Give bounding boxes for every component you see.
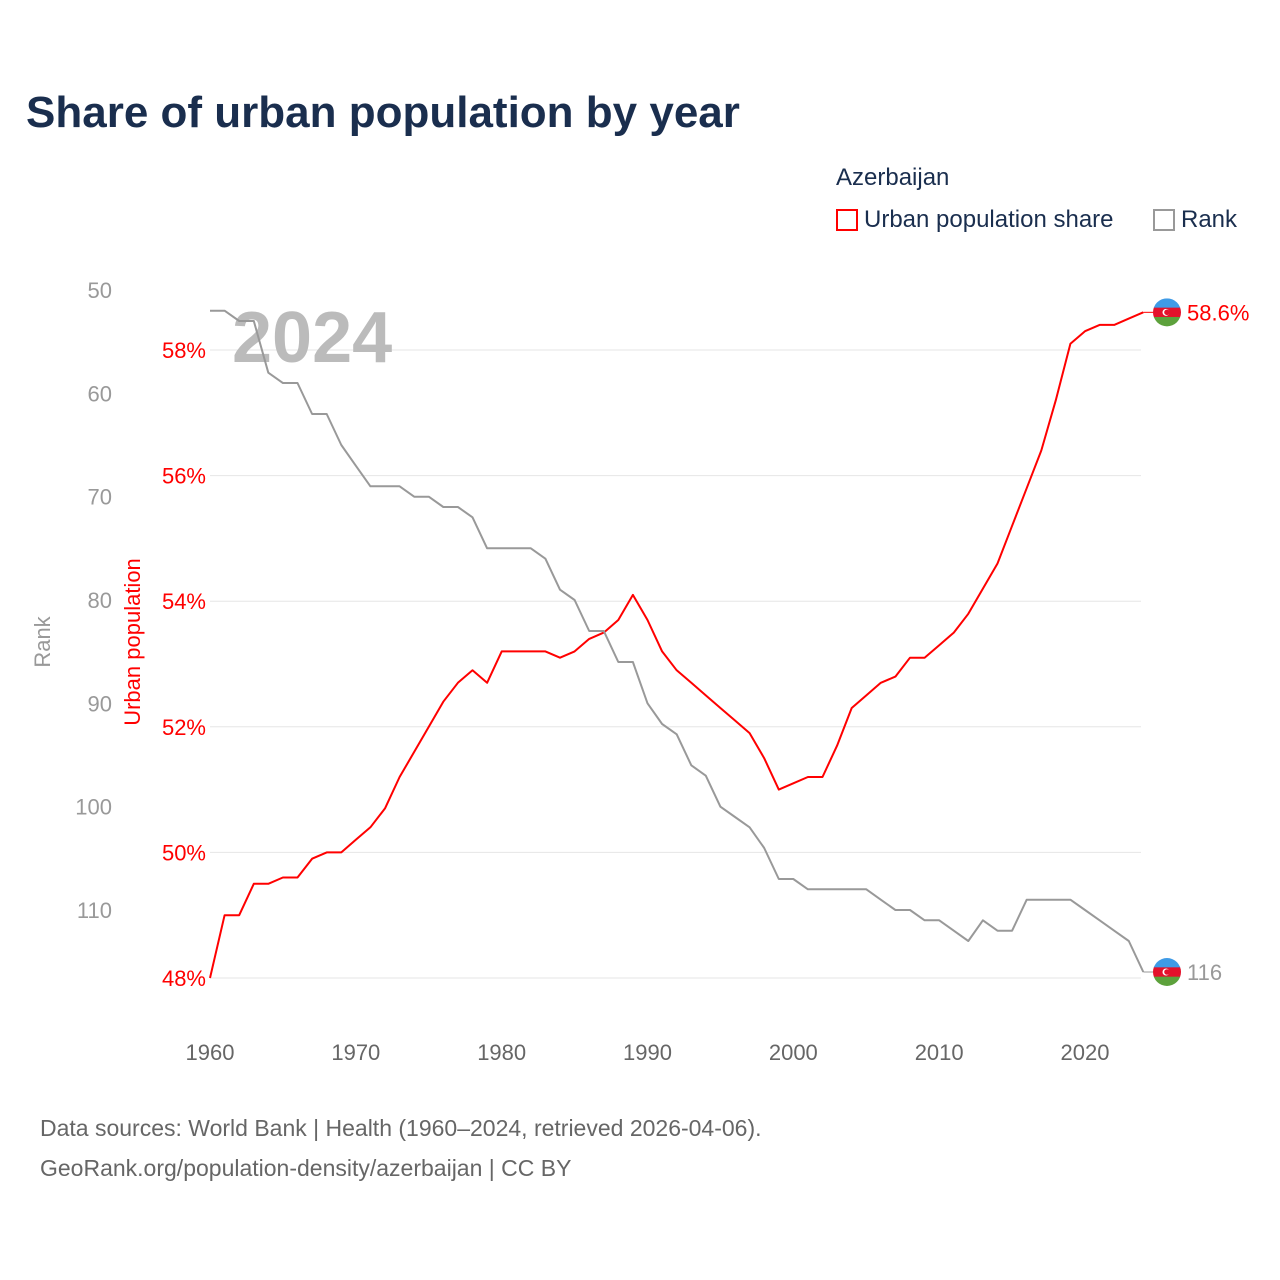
x-tick: 1990 bbox=[623, 1040, 672, 1065]
y-tick-rank: 100 bbox=[75, 795, 112, 820]
y-tick-rank: 90 bbox=[88, 691, 112, 716]
y-axis-label-rank: Rank bbox=[30, 615, 55, 667]
y-tick-urban: 56% bbox=[162, 464, 206, 489]
source-line-2[interactable]: GeoRank.org/population-density/azerbaija… bbox=[40, 1155, 572, 1181]
y-tick-rank: 60 bbox=[88, 381, 112, 406]
y-tick-urban: 52% bbox=[162, 715, 206, 740]
source-note: Data sources: World Bank | Health (1960–… bbox=[40, 1108, 762, 1188]
legend-label-rank: Rank bbox=[1181, 206, 1238, 233]
x-tick: 2000 bbox=[769, 1040, 818, 1065]
y-tick-rank: 110 bbox=[77, 898, 112, 923]
x-tick: 1980 bbox=[477, 1040, 526, 1065]
y-tick-urban: 58% bbox=[162, 338, 206, 363]
azerbaijan-flag-icon bbox=[1153, 958, 1181, 986]
end-label-rank: 116 bbox=[1187, 960, 1222, 985]
series-line-rank bbox=[210, 309, 1145, 973]
legend-swatch-urban bbox=[836, 209, 858, 231]
x-tick: 2010 bbox=[915, 1040, 964, 1065]
end-label-urban: 58.6% bbox=[1187, 300, 1249, 325]
chart-title: Share of urban population by year bbox=[26, 88, 740, 137]
x-tick: 1970 bbox=[331, 1040, 380, 1065]
series-line-urban bbox=[209, 311, 1144, 979]
x-tick: 1960 bbox=[186, 1040, 235, 1065]
x-tick: 2020 bbox=[1061, 1040, 1110, 1065]
legend-item-urban[interactable]: Urban population share bbox=[836, 206, 1114, 234]
y-axis-label-urban: Urban population bbox=[120, 558, 145, 726]
legend-title: Azerbaijan bbox=[836, 164, 950, 191]
y-tick-urban: 48% bbox=[162, 966, 206, 991]
azerbaijan-flag-icon bbox=[1153, 298, 1181, 327]
y-tick-rank: 50 bbox=[88, 278, 112, 303]
legend-item-rank[interactable]: Rank bbox=[1153, 206, 1237, 234]
legend-label-urban: Urban population share bbox=[864, 206, 1114, 233]
y-tick-urban: 50% bbox=[162, 840, 206, 865]
y-tick-rank: 80 bbox=[88, 588, 112, 613]
source-line-1: Data sources: World Bank | Health (1960–… bbox=[40, 1115, 762, 1141]
y-tick-urban: 54% bbox=[162, 589, 206, 614]
year-watermark: 2024 bbox=[232, 298, 392, 378]
y-tick-rank: 70 bbox=[88, 485, 112, 510]
legend-swatch-rank bbox=[1153, 209, 1175, 231]
